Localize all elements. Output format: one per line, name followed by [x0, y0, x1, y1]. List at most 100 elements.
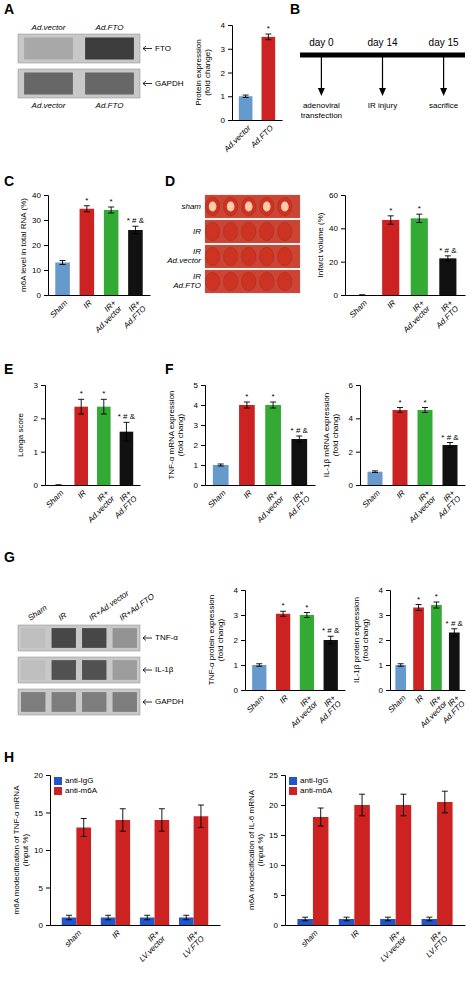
y-tick-label: 4 — [234, 586, 239, 595]
y-tick-mark — [228, 73, 232, 74]
y-tick: 20 — [32, 241, 48, 250]
bar — [55, 263, 70, 296]
x-axis-line — [346, 295, 466, 296]
bar — [324, 640, 338, 690]
brain-slice-core — [263, 201, 271, 211]
plot-area — [297, 791, 452, 925]
y-tick-mark — [44, 270, 48, 271]
y-tick-label: 0 — [274, 921, 279, 930]
y-tick: 1 — [194, 461, 205, 470]
row-label: IL-1β — [155, 665, 174, 674]
plot-area — [368, 408, 458, 486]
brain-slice — [242, 222, 256, 240]
y-axis-title: Protein expression(fold change) — [194, 39, 213, 105]
x-tick: Ad.vector — [221, 120, 252, 154]
brain-slice — [260, 197, 274, 215]
y-tick-label: 6 — [349, 381, 354, 390]
y-tick: 20 — [34, 771, 50, 780]
y-tick-mark — [46, 775, 50, 776]
plot-area — [213, 402, 307, 485]
x-tick: Sham — [361, 485, 382, 510]
annotation: * — [80, 389, 83, 398]
bar — [396, 805, 412, 925]
y-tick-mark — [386, 640, 390, 641]
row-label: TNF-α — [155, 633, 178, 642]
text-line: (fold chang) — [331, 414, 340, 457]
legend: anti-IgGanti-m6A — [54, 776, 98, 795]
slice-strip — [205, 245, 300, 268]
x-tick-label: IR — [349, 928, 361, 940]
legend-label: anti-m6A — [300, 786, 333, 795]
y-tick: 4 — [349, 414, 360, 423]
y-tick-label: 10 — [269, 861, 278, 870]
y-tick-mark — [281, 895, 285, 896]
x-tick: IR+LV.FTO — [419, 925, 450, 959]
text-line: Ad.FTO — [316, 699, 343, 726]
x-axis: ShamIRIR+Ad.vectorIR+Ad.FTO — [386, 690, 467, 730]
y-tick-label: 5 — [39, 884, 44, 893]
y-tick: 4 — [379, 586, 390, 595]
error-bar — [244, 402, 250, 408]
annotation: * — [245, 392, 248, 401]
y-tick-mark — [46, 850, 50, 851]
error-bar — [445, 256, 451, 261]
bar — [276, 614, 290, 690]
panel-letter: G — [4, 549, 15, 565]
text-line: Infarct volume (%) — [316, 212, 325, 277]
bar — [431, 605, 442, 690]
y-tick: 25 — [269, 771, 285, 780]
bar — [239, 405, 255, 485]
text-line: IR — [110, 928, 122, 940]
text-line: Sham — [386, 693, 407, 714]
x-tick-label: IR+Ad.FTO — [311, 693, 344, 726]
timeline-label: day 14 — [367, 37, 397, 48]
y-tick-label: 1 — [194, 461, 199, 470]
x-tick-label: IR+Ad.vector — [249, 488, 286, 525]
y-axis-line — [281, 776, 286, 926]
y-tick-label: 0 — [37, 291, 42, 300]
x-tick: IR — [395, 485, 407, 500]
brain-slice — [224, 197, 238, 215]
y-tick-mark — [228, 49, 232, 50]
y-tick-label: 10 — [34, 846, 43, 855]
slice-strip — [205, 220, 300, 243]
x-tick: IR+Ad.vector — [80, 485, 117, 525]
annotation: * — [282, 601, 285, 610]
text-line: Ad.FTO — [112, 494, 139, 521]
lane-label: Ad.vector — [31, 23, 66, 32]
bar-chart: 05101520shamIRIR+LV.vectorIR+LV.FTOm6A m… — [12, 771, 221, 964]
error-bar — [270, 402, 276, 408]
y-tick-label: 5 — [194, 381, 199, 390]
text-line: Ad.vector — [166, 256, 201, 265]
row-arrow — [143, 668, 152, 673]
x-tick-label: IR+Ad.vector — [395, 298, 432, 335]
text-line: (Input %) — [21, 833, 30, 866]
text-line: (fold chang) — [361, 619, 370, 662]
x-tick-label: IR — [386, 298, 398, 310]
blot-band — [85, 37, 134, 59]
x-tick: IR — [242, 485, 254, 500]
y-tick-label: 4 — [379, 586, 384, 595]
timeline-arrow — [321, 57, 322, 90]
text-line: (fold change) — [203, 49, 212, 96]
timeline-label: day 0 — [309, 37, 334, 48]
row-label: GAPDH — [155, 79, 184, 88]
x-axis: Ad.vectorAd.FTO — [221, 120, 282, 154]
x-tick: IR+Ad.vector — [283, 690, 320, 730]
x-tick-label: IR — [76, 488, 88, 500]
x-tick-label: IR+LV.FTO — [419, 928, 450, 959]
x-axis: ShamIRIR+Ad.vectorIR+Ad.FTO — [361, 485, 466, 525]
legend-label: anti-IgG — [65, 776, 93, 785]
brain-slice — [242, 247, 256, 265]
y-tick-mark — [201, 425, 205, 426]
error-bar — [318, 808, 324, 826]
y-tick: 0 — [274, 921, 285, 930]
x-tick-label: IR+Ad.FTO — [428, 298, 461, 331]
x-tick-label: IR+LV.FTO — [175, 928, 206, 959]
y-tick-label: 20 — [32, 241, 41, 250]
x-axis-line — [391, 690, 466, 691]
y-tick: 2 — [234, 636, 245, 645]
blot-band — [85, 72, 134, 94]
y-tick-mark — [241, 640, 245, 641]
x-axis-line — [286, 925, 466, 926]
